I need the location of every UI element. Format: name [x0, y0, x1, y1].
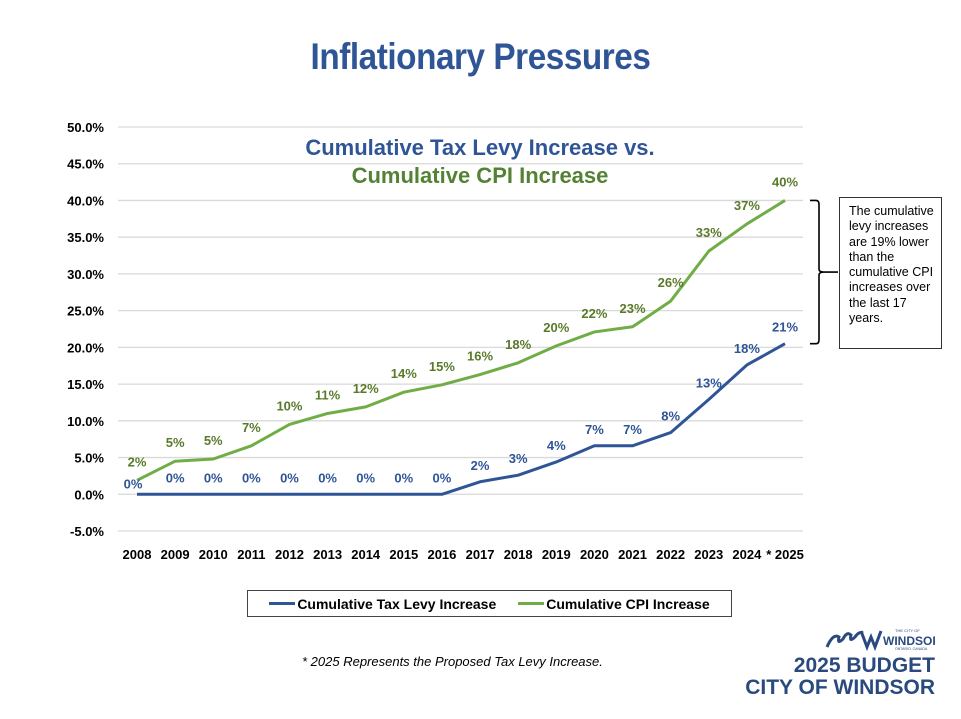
cpi-data-label: 5%	[166, 435, 185, 450]
levy-data-label: 18%	[734, 341, 760, 356]
chart-title-line2: Cumulative CPI Increase	[352, 163, 609, 188]
levy-data-label: 0%	[166, 470, 185, 485]
x-tick-label: 2013	[313, 547, 342, 562]
cpi-data-label: 11%	[315, 387, 341, 402]
x-tick-label: 2010	[199, 547, 228, 562]
levy-data-label: 3%	[509, 451, 528, 466]
budget-label: 2025 BUDGET	[793, 654, 935, 677]
grid-lines	[118, 126, 803, 532]
y-tick-label: 15.0%	[67, 377, 104, 392]
x-tick-label: 2014	[351, 547, 381, 562]
x-tick-label: 2009	[161, 547, 190, 562]
cpi-data-label: 15%	[429, 359, 455, 374]
cpi-data-label: 22%	[581, 306, 607, 321]
levy-data-label: 0%	[280, 470, 299, 485]
footnote: * 2025 Represents the Proposed Tax Levy …	[302, 654, 603, 669]
x-tick-label: 2016	[427, 547, 456, 562]
cpi-data-label: 37%	[734, 198, 760, 213]
x-tick-label: 2023	[694, 547, 723, 562]
levy-data-label: 4%	[547, 438, 566, 453]
cpi-data-label: 16%	[467, 349, 493, 364]
x-tick-label: 2021	[618, 547, 647, 562]
levy-data-label: 0%	[242, 470, 261, 485]
y-tick-label: -5.0%	[70, 524, 104, 539]
levy-data-label: 7%	[585, 422, 604, 437]
x-axis-ticks: 2008 2009 2010 2011 2012 2013 2014 2015 2016 2017…	[123, 547, 804, 562]
y-tick-label: 25.0%	[67, 304, 104, 319]
series-lines	[136, 199, 786, 496]
svg-text:WINDSOR: WINDSOR	[883, 634, 935, 648]
y-tick-label: 45.0%	[67, 157, 104, 172]
cpi-data-label: 20%	[543, 320, 569, 335]
legend-label-cpi: Cumulative CPI Increase	[546, 595, 710, 612]
cpi-data-label: 18%	[505, 337, 531, 352]
x-tick-label: 2015	[389, 547, 418, 562]
cpi-data-label: 40%	[772, 174, 798, 189]
x-tick-label: 2024	[732, 547, 762, 562]
svg-text:ONTARIO, CANADA: ONTARIO, CANADA	[895, 647, 928, 651]
cpi-data-label: 2%	[128, 454, 147, 469]
x-tick-label: 2019	[542, 547, 571, 562]
x-tick-label: * 2025	[766, 547, 804, 562]
levy-data-label: 0%	[394, 470, 413, 485]
y-tick-label: 50.0%	[67, 120, 104, 135]
city-label: CITY OF WINDSOR	[745, 676, 935, 699]
levy-data-label: 13%	[696, 376, 722, 391]
y-tick-label: 5.0%	[74, 451, 104, 466]
annotation-note: The cumulative levy increases are 19% lo…	[839, 197, 942, 349]
cpi-data-label: 14%	[391, 366, 417, 381]
annotation-bracket	[810, 199, 838, 345]
x-tick-label: 2011	[237, 547, 265, 562]
y-tick-label: 35.0%	[67, 230, 104, 245]
y-tick-label: 20.0%	[67, 340, 104, 355]
page-title: Inflationary Pressures	[310, 36, 651, 77]
brand-block: WINDSOR THE CITY OF ONTARIO, CANADA 2025…	[745, 625, 935, 699]
cpi-data-label: 5%	[204, 433, 223, 448]
chart-title-line1: Cumulative Tax Levy Increase vs.	[305, 135, 654, 160]
cpi-data-label: 7%	[242, 420, 261, 435]
x-tick-label: 2022	[656, 547, 685, 562]
levy-data-label: 0%	[124, 476, 143, 491]
y-tick-label: 30.0%	[67, 267, 104, 282]
levy-data-label: 2%	[471, 458, 490, 473]
x-tick-label: 2020	[580, 547, 609, 562]
levy-data-label: 0%	[356, 470, 375, 485]
chart-legend: Cumulative Tax Levy Increase Cumulative …	[247, 590, 732, 617]
levy-data-label: 21%	[772, 320, 798, 335]
y-tick-label: 10.0%	[67, 414, 104, 429]
levy-data-label: 0%	[433, 470, 452, 485]
cpi-data-label: 12%	[353, 381, 379, 396]
cpi-data-label: 23%	[620, 301, 646, 316]
cpi-data-label: 10%	[276, 398, 302, 413]
legend-item-levy: Cumulative Tax Levy Increase	[269, 596, 496, 612]
x-tick-label: 2012	[275, 547, 304, 562]
x-tick-label: 2008	[123, 547, 152, 562]
y-axis-ticks: -5.0% 0.0% 5.0% 10.0% 15.0% 20.0% 25.0% 30.0% 35…	[67, 120, 104, 539]
y-tick-label: 0.0%	[74, 487, 104, 502]
svg-text:THE CITY OF: THE CITY OF	[895, 628, 920, 633]
legend-swatch-levy	[269, 602, 296, 605]
levy-data-label: 8%	[661, 409, 680, 424]
levy-data-label: 0%	[318, 470, 337, 485]
x-tick-label: 2017	[466, 547, 495, 562]
legend-label-levy: Cumulative Tax Levy Increase	[297, 595, 497, 612]
cpi-data-label: 33%	[696, 225, 722, 240]
levy-data-label: 0%	[204, 470, 223, 485]
levy-line	[137, 342, 786, 496]
levy-data-label: 7%	[623, 422, 642, 437]
legend-swatch-cpi	[518, 602, 545, 605]
data-labels: 0% 0% 0% 0% 0% 0% 0% 0% 0% 2% 3% 4% 7% 7% 8% 13% 18% 21% 2…	[124, 174, 799, 491]
cpi-line	[136, 199, 786, 482]
cpi-data-label: 26%	[658, 275, 684, 290]
y-tick-label: 40.0%	[67, 193, 104, 208]
legend-item-cpi: Cumulative CPI Increase	[518, 595, 710, 612]
city-of-windsor-logo-icon: WINDSOR THE CITY OF ONTARIO, CANADA	[745, 625, 935, 651]
x-tick-label: 2018	[504, 547, 533, 562]
